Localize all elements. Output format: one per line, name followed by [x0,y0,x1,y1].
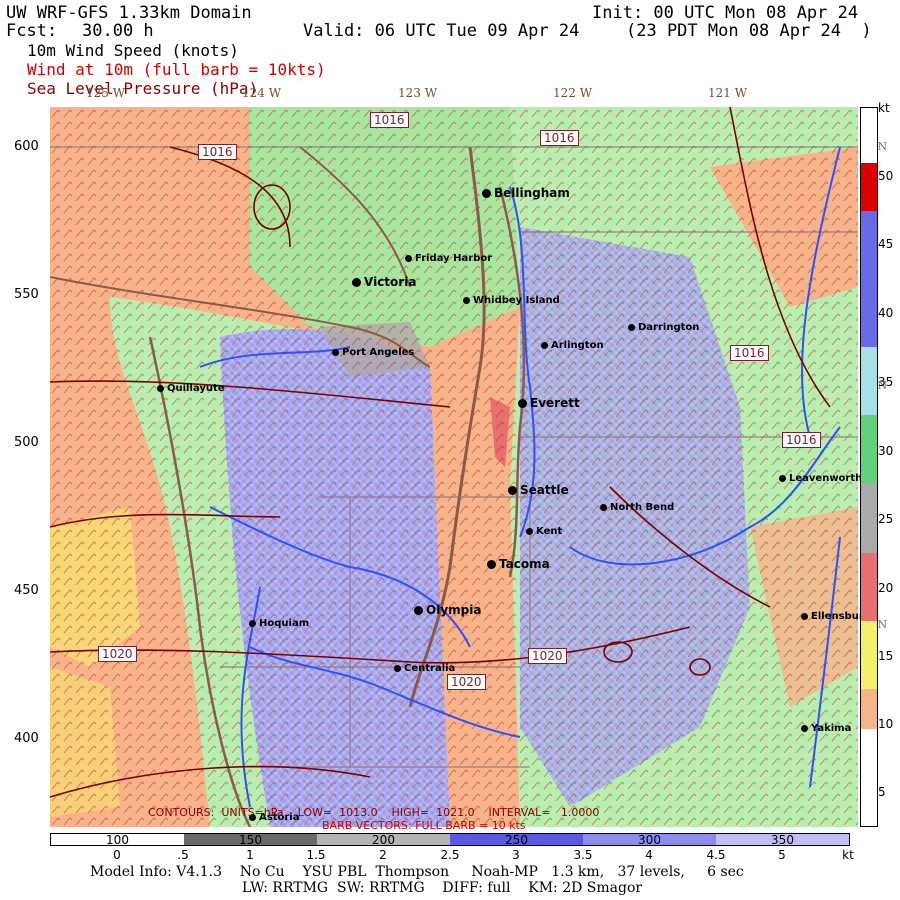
city-yakima: Yakima [801,723,851,734]
terrain-label: 250 [505,833,528,847]
city-quillayute: Quillayute [157,383,225,394]
colorbar-label: 15 [878,649,894,663]
city-seattle: Seattle [508,483,569,497]
fcst-value: 30.00 h [82,21,154,41]
contour-info: CONTOURS: UNITS=hPa LOW= 1013.0 HIGH= 10… [148,806,600,819]
y-tick-450: 450 [14,583,39,598]
fcst-label: Fcst: [6,21,58,41]
terrain-tick: 3 [512,848,520,862]
city-centralia: Centralia [394,663,455,674]
colorbar-label: 10 [878,717,894,731]
colorbar-unit: kt [878,101,890,115]
y-tick-500: 500 [14,435,39,450]
local-time: (23 PDT Mon 08 Apr 24 ) [626,21,872,41]
isobar-label: 1016 [198,144,237,160]
isobar-label: 1020 [447,674,486,690]
city-arlington: Arlington [541,340,604,351]
lon-label-122w: 122 W [553,86,593,100]
wind-speed-colorbar [860,107,878,827]
city-everett: Everett [518,396,580,410]
layer-slp: Sea Level Pressure (hPa) [27,79,259,98]
colorbar-label: 5 [878,785,886,799]
city-north-bend: North Bend [600,502,674,513]
terrain-label: 350 [771,833,794,847]
lon-label-124w: 124 W [242,86,282,100]
lon-label-123w: 123 W [398,86,438,100]
isobar-label: 1020 [528,648,567,664]
terrain-label: 200 [372,833,395,847]
city-friday-harbor: Friday Harbor [405,253,492,264]
physics-info: LW: RRTMG SW: RRTMG DIFF: full KM: 2D Sm… [242,880,643,896]
isobar-label: 1016 [540,130,579,146]
city-darrington: Darrington [628,322,699,333]
terrain-tick: 4 [645,848,653,862]
layer-wind-speed: 10m Wind Speed (knots) [27,41,239,60]
lon-label-121w: 121 W [708,86,748,100]
city-whidbey-island: Whidbey Island [463,295,560,306]
city-olympia: Olympia [414,603,481,617]
isobar-label: 1016 [370,112,409,128]
terrain-tick: 0 [113,848,121,862]
terrain-tick: 4.5 [706,848,726,862]
terrain-label: 100 [106,833,129,847]
colorbar-label: 45 [878,237,894,251]
valid-time: Valid: 06 UTC Tue 09 Apr 24 [303,21,580,41]
terrain-tick: .5 [177,848,189,862]
layer-wind-barbs: Wind at 10m (full barb = 10kts) [27,60,326,79]
colorbar-label: 30 [878,444,894,458]
isobar-label: 1016 [782,432,821,448]
lon-label-125w: 125 W [86,86,126,100]
colorbar-label: 35 [878,375,894,389]
city-tacoma: Tacoma [487,557,550,571]
model-info: Model Info: V4.1.3 No Cu YSU PBL Thompso… [90,864,744,880]
colorbar-label: 20 [878,581,894,595]
city-port-angeles: Port Angeles [332,347,414,358]
terrain-tick: 2 [379,848,387,862]
isobar-label: 1020 [98,646,137,662]
wind-map [50,107,858,827]
terrain-tick: 1.5 [306,848,326,862]
terrain-tick: 3.5 [573,848,593,862]
y-tick-400: 400 [14,731,39,746]
terrain-colorbar: 100 150 200 250 300 350 [50,833,850,847]
colorbar-label: 25 [878,512,894,526]
city-astoria: Astoria [249,812,299,823]
city-kent: Kent [526,526,562,537]
isobar-label: 1016 [730,345,769,361]
barb-info: BARB VECTORS: FULL BARB = 10 kts [322,819,526,832]
terrain-unit: kt [842,848,854,862]
y-tick-550: 550 [14,287,39,302]
city-ellensburg: Ellensburg [801,611,871,622]
y-tick-600: 600 [14,139,39,154]
terrain-label: 300 [638,833,661,847]
model-title: UW WRF-GFS 1.33km Domain [6,3,252,23]
terrain-tick: 5 [778,848,786,862]
colorbar-label: 50 [878,169,894,183]
city-bellingham: Bellingham [482,186,570,200]
colorbar-label: 40 [878,306,894,320]
terrain-tick: 2.5 [440,848,460,862]
terrain-tick: 1 [246,848,254,862]
city-hoquiam: Hoquiam [249,618,309,629]
init-time: Init: 00 UTC Mon 08 Apr 24 [592,3,859,23]
city-leavenworth: Leavenworth [779,473,862,484]
city-victoria: Victoria [352,275,416,289]
terrain-label: 150 [239,833,262,847]
